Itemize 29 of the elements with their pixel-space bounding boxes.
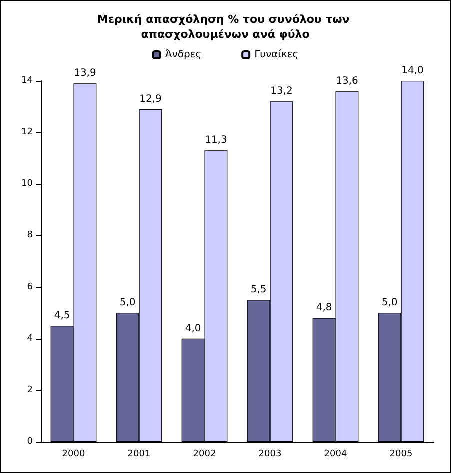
x-tick-label: 2002	[193, 450, 216, 460]
x-tick-label: 2004	[324, 450, 348, 460]
data-label: 13,6	[336, 76, 358, 87]
data-label: 4,8	[316, 302, 332, 314]
y-tick-label: 14	[22, 76, 34, 86]
x-tick-label: 2005	[390, 450, 413, 460]
data-label: 4,5	[54, 310, 70, 322]
x-tick-label: 2003	[258, 450, 282, 460]
data-label: 13,2	[270, 86, 293, 98]
legend-label: Άνδρες	[165, 50, 202, 60]
data-label: 13,9	[74, 68, 96, 80]
y-tick-label: 4	[27, 334, 34, 344]
legend-label: Γυναίκες	[254, 50, 299, 60]
x-tick-label: 2000	[62, 450, 86, 460]
y-tick-label: 0	[27, 437, 34, 447]
data-label: 5,0	[382, 298, 398, 309]
data-label: 5,5	[250, 284, 267, 296]
y-tick-label: 8	[27, 230, 34, 241]
chart-title: Μερική απασχόληση % του συνόλου των απασχολουμένων ανά φύλο	[97, 13, 354, 41]
data-label: 12,9	[140, 94, 162, 105]
data-label: 4,0	[185, 323, 202, 334]
y-tick-label: 6	[27, 282, 34, 292]
y-tick-label: 12	[22, 128, 33, 138]
y-tick-label: 2	[27, 385, 33, 396]
data-label: 11,3	[205, 135, 228, 146]
data-label: 14,0	[402, 66, 424, 76]
data-label: 5,0	[120, 298, 136, 309]
x-tick-label: 2001	[128, 450, 151, 460]
y-tick-label: 10	[22, 179, 34, 190]
